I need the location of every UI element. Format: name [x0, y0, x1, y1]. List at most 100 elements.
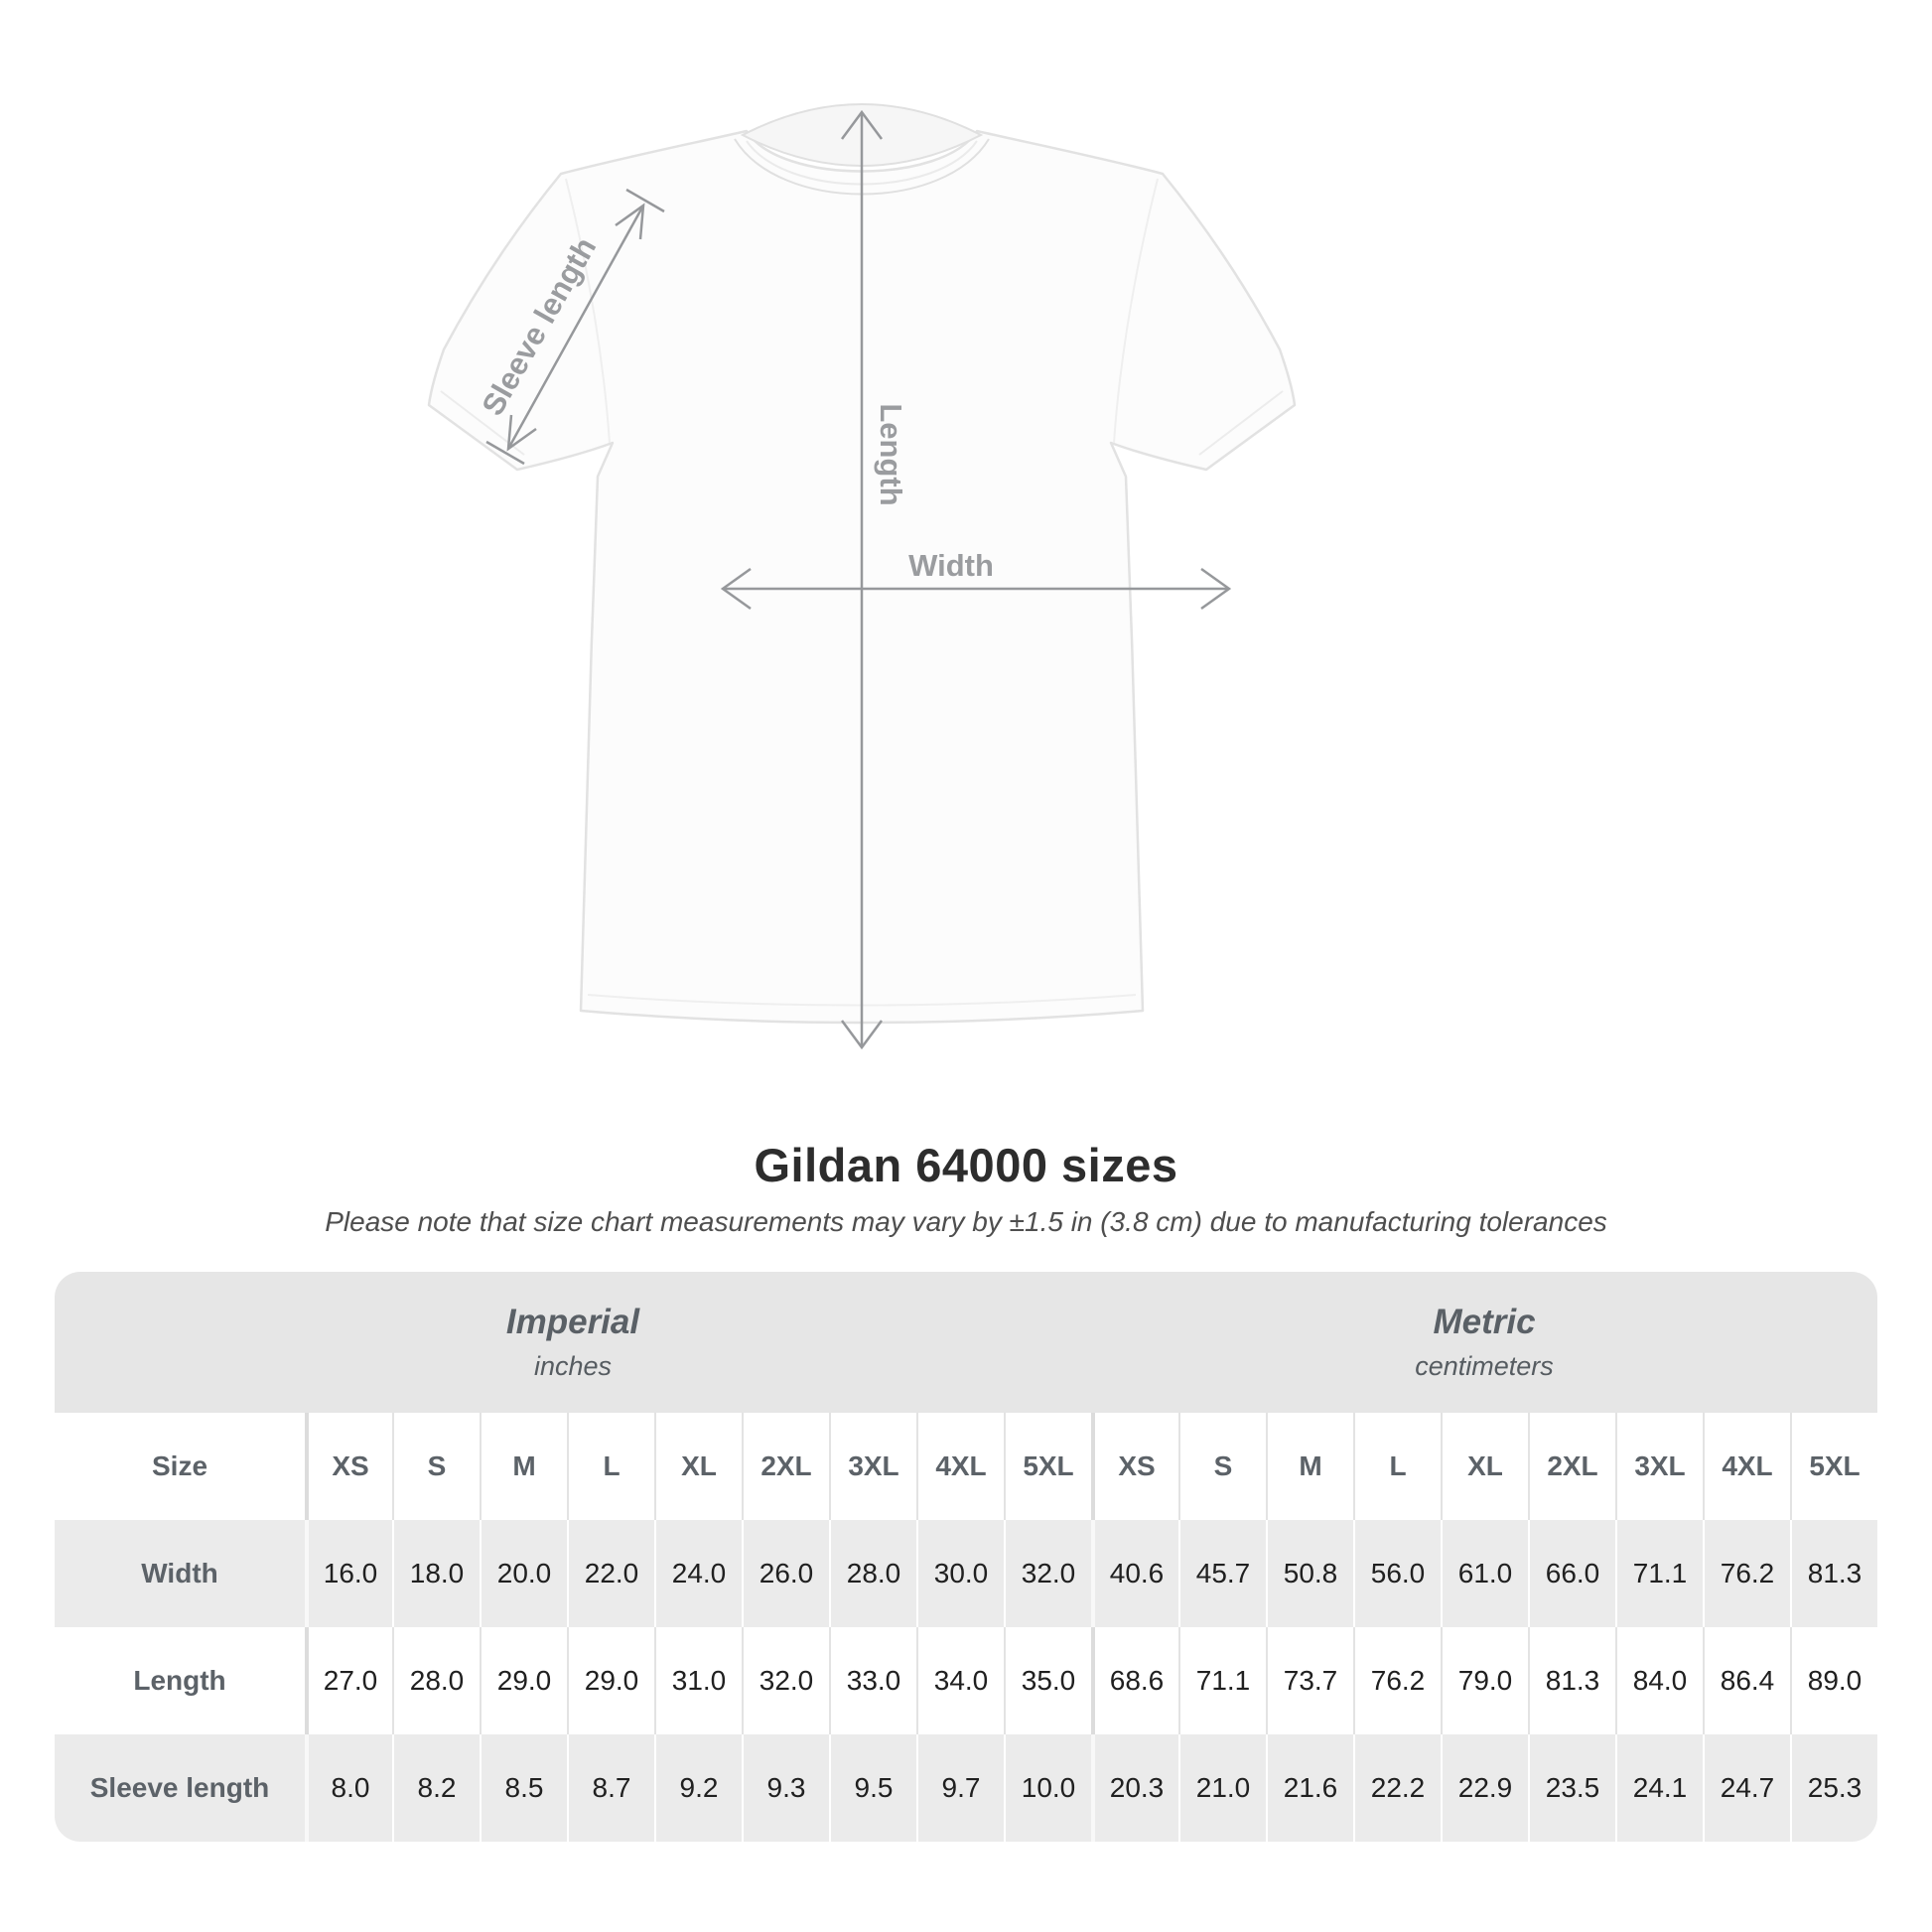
tshirt-measurement-diagram: Sleeve length Length Width: [427, 103, 1297, 1050]
size-chart-table: Imperial inches Metric centimeters Size XS S M L…: [55, 1272, 1877, 1842]
size-header-cell-metric-4xl: 4XL: [1703, 1413, 1790, 1520]
value-cell-length-imperial-l: 29.0: [567, 1627, 654, 1734]
value-cell-width-metric-s: 45.7: [1178, 1520, 1266, 1627]
size-header-cell-imperial-s: S: [392, 1413, 480, 1520]
value-cell-sleeve-length-imperial-5xl: 10.0: [1004, 1734, 1091, 1842]
size-column-header: Size: [55, 1413, 305, 1520]
value-cell-width-metric-xl: 61.0: [1441, 1520, 1528, 1627]
value-cell-width-metric-xs: 40.6: [1091, 1520, 1178, 1627]
value-cell-sleeve-length-imperial-s: 8.2: [392, 1734, 480, 1842]
value-cell-width-imperial-l: 22.0: [567, 1520, 654, 1627]
value-cell-sleeve-length-imperial-l: 8.7: [567, 1734, 654, 1842]
value-cell-length-metric-xs: 68.6: [1091, 1627, 1178, 1734]
size-header-cell-metric-s: S: [1178, 1413, 1266, 1520]
value-cell-length-imperial-3xl: 33.0: [829, 1627, 916, 1734]
size-header-cell-metric-2xl: 2XL: [1528, 1413, 1615, 1520]
length-arrowhead-top: [840, 109, 884, 140]
value-cell-sleeve-length-metric-4xl: 24.7: [1703, 1734, 1790, 1842]
right-armhole-seam: [1113, 178, 1159, 444]
size-header-cell-imperial-4xl: 4XL: [916, 1413, 1004, 1520]
unit-group-metric: Metric centimeters: [1091, 1272, 1877, 1413]
value-cell-length-metric-4xl: 86.4: [1703, 1627, 1790, 1734]
value-cell-sleeve-length-metric-s: 21.0: [1178, 1734, 1266, 1842]
value-cell-width-imperial-3xl: 28.0: [829, 1520, 916, 1627]
value-cell-width-imperial-xl: 24.0: [654, 1520, 742, 1627]
value-cell-sleeve-length-metric-2xl: 23.5: [1528, 1734, 1615, 1842]
value-cell-sleeve-length-metric-5xl: 25.3: [1790, 1734, 1877, 1842]
sleeve-end-tick-bottom: [485, 440, 525, 466]
value-cell-length-imperial-s: 28.0: [392, 1627, 480, 1734]
value-cell-width-metric-2xl: 66.0: [1528, 1520, 1615, 1627]
tshirt-diagram-svg: Sleeve length Length Width: [427, 103, 1297, 1050]
size-header-cell-imperial-2xl: 2XL: [742, 1413, 829, 1520]
value-cell-width-imperial-2xl: 26.0: [742, 1520, 829, 1627]
value-cell-length-imperial-4xl: 34.0: [916, 1627, 1004, 1734]
title-block: Gildan 64000 sizes Please note that size…: [0, 1138, 1932, 1238]
tolerance-note: Please note that size chart measurements…: [325, 1206, 1607, 1237]
size-header-cell-imperial-xs: XS: [305, 1413, 392, 1520]
length-arrowhead-bottom: [840, 1020, 884, 1050]
value-cell-length-metric-2xl: 81.3: [1528, 1627, 1615, 1734]
row-label-sleeve-length: Sleeve length: [55, 1734, 305, 1842]
width-arrowhead-left: [720, 567, 752, 611]
size-header-cell-imperial-xl: XL: [654, 1413, 742, 1520]
unit-group-imperial: Imperial inches: [55, 1272, 1091, 1413]
value-cell-sleeve-length-imperial-4xl: 9.7: [916, 1734, 1004, 1842]
value-cell-width-imperial-s: 18.0: [392, 1520, 480, 1627]
value-cell-sleeve-length-metric-xl: 22.9: [1441, 1734, 1528, 1842]
value-cell-width-imperial-xs: 16.0: [305, 1520, 392, 1627]
row-label-length: Length: [55, 1627, 305, 1734]
value-cell-width-imperial-5xl: 32.0: [1004, 1520, 1091, 1627]
value-cell-length-imperial-xs: 27.0: [305, 1627, 392, 1734]
value-cell-length-metric-3xl: 84.0: [1615, 1627, 1703, 1734]
value-cell-length-imperial-5xl: 35.0: [1004, 1627, 1091, 1734]
value-cell-sleeve-length-metric-3xl: 24.1: [1615, 1734, 1703, 1842]
value-cell-sleeve-length-imperial-3xl: 9.5: [829, 1734, 916, 1842]
width-arrowhead-right: [1200, 567, 1232, 611]
value-cell-length-metric-xl: 79.0: [1441, 1627, 1528, 1734]
unit-group-name: Imperial: [505, 1303, 640, 1341]
page-title: Gildan 64000 sizes: [754, 1139, 1178, 1191]
value-cell-width-imperial-m: 20.0: [480, 1520, 567, 1627]
value-cell-width-imperial-4xl: 30.0: [916, 1520, 1004, 1627]
size-header-cell-metric-3xl: 3XL: [1615, 1413, 1703, 1520]
row-label-width: Width: [55, 1520, 305, 1627]
value-cell-length-imperial-xl: 31.0: [654, 1627, 742, 1734]
value-cell-sleeve-length-metric-l: 22.2: [1353, 1734, 1441, 1842]
value-cell-sleeve-length-imperial-2xl: 9.3: [742, 1734, 829, 1842]
unit-group-name: Metric: [1433, 1303, 1536, 1341]
size-header-cell-metric-5xl: 5XL: [1790, 1413, 1877, 1520]
value-cell-sleeve-length-imperial-m: 8.5: [480, 1734, 567, 1842]
value-cell-sleeve-length-metric-xs: 20.3: [1091, 1734, 1178, 1842]
length-label: Length: [874, 403, 908, 505]
sleeve-length-arrow: [506, 205, 645, 450]
size-header-cell-metric-xs: XS: [1091, 1413, 1178, 1520]
sleeve-arrowhead-bottom: [506, 414, 537, 452]
value-cell-sleeve-length-imperial-xl: 9.2: [654, 1734, 742, 1842]
value-cell-width-metric-l: 56.0: [1353, 1520, 1441, 1627]
value-cell-length-imperial-2xl: 32.0: [742, 1627, 829, 1734]
value-cell-sleeve-length-metric-m: 21.6: [1266, 1734, 1353, 1842]
size-header-cell-imperial-5xl: 5XL: [1004, 1413, 1091, 1520]
unit-group-unit: centimeters: [1415, 1351, 1554, 1381]
value-cell-length-metric-5xl: 89.0: [1790, 1627, 1877, 1734]
size-header-cell-imperial-l: L: [567, 1413, 654, 1520]
value-cell-width-metric-3xl: 71.1: [1615, 1520, 1703, 1627]
value-cell-width-metric-m: 50.8: [1266, 1520, 1353, 1627]
value-cell-width-metric-5xl: 81.3: [1790, 1520, 1877, 1627]
value-cell-length-metric-s: 71.1: [1178, 1627, 1266, 1734]
size-header-cell-metric-xl: XL: [1441, 1413, 1528, 1520]
value-cell-width-metric-4xl: 76.2: [1703, 1520, 1790, 1627]
width-label: Width: [908, 548, 994, 583]
unit-group-unit: inches: [533, 1351, 613, 1381]
value-cell-sleeve-length-imperial-xs: 8.0: [305, 1734, 392, 1842]
value-cell-length-imperial-m: 29.0: [480, 1627, 567, 1734]
size-header-cell-metric-m: M: [1266, 1413, 1353, 1520]
right-cuff-seam: [1198, 390, 1284, 456]
left-armhole-seam: [565, 178, 611, 444]
size-header-cell-imperial-3xl: 3XL: [829, 1413, 916, 1520]
size-header-cell-metric-l: L: [1353, 1413, 1441, 1520]
value-cell-length-metric-m: 73.7: [1266, 1627, 1353, 1734]
sleeve-arrowhead-top: [615, 203, 645, 240]
